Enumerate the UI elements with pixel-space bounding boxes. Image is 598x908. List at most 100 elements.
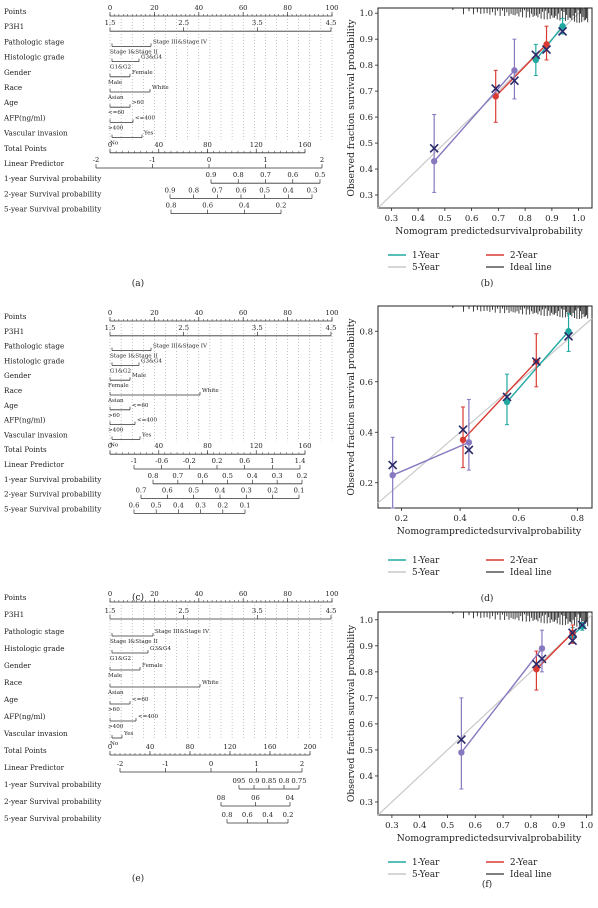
nomogram-tick-label: -1	[131, 457, 138, 465]
x-tick-label: 0.7	[492, 214, 506, 224]
nomogram-tick-label: 0.6	[202, 202, 213, 210]
nomogram-tick-label: 08	[217, 794, 226, 802]
cross-marker	[531, 50, 541, 60]
y-tick-label: 0.2	[359, 479, 373, 489]
nomogram-row: 1-year Survival probability 0.9 0.8 0.7 0.6 0…	[4, 171, 325, 184]
nomogram-tick-label: -0.6	[155, 457, 168, 465]
data-point	[430, 158, 438, 165]
cross-marker	[567, 628, 578, 638]
nomogram-level-label: Female	[142, 663, 163, 669]
nomogram-tick-label: 0.2	[297, 472, 308, 480]
nomogram-row-label: P3H1	[4, 610, 24, 619]
nomogram-row-label: Gender	[4, 68, 31, 77]
cross-marker	[491, 83, 501, 94]
nomogram-row-label: Total Points	[4, 746, 47, 755]
nomogram-tick-label: 0.8	[148, 472, 159, 480]
nomogram-tick-label: 40	[194, 4, 203, 12]
y-tick-label: 0.8	[359, 668, 373, 678]
calibration-panel-1: 0.2 0.4 0.6 0.8 0.2 0.4 0.6 0.8 Nomogrampredicte…	[346, 305, 593, 578]
series-5-Year	[430, 38, 518, 193]
nomogram-level-label: >400	[108, 724, 124, 730]
nomogram-tick-label: 100	[326, 4, 339, 12]
nomogram-tick-label: -1	[162, 760, 169, 768]
x-tick-label: 0.4	[413, 821, 427, 831]
nomogram-tick-label: 120	[250, 141, 263, 149]
nomogram-tick-label: 0.75	[291, 777, 306, 785]
nomogram-level-label: White	[202, 680, 219, 686]
series-line	[506, 330, 570, 403]
legend-label: Ideal line	[510, 870, 552, 880]
nomogram-tick-label: 120	[250, 442, 263, 450]
x-tick-label: 0.3	[385, 821, 399, 831]
y-tick-label: 0.4	[359, 772, 373, 782]
x-tick-label: 0.7	[496, 821, 510, 831]
nomogram-row: AFP(ng/ml) >400 <=400	[3, 113, 155, 131]
nomogram-tick-label: -2	[93, 156, 100, 164]
nomogram-tick-label: -1	[149, 156, 156, 164]
nomogram-tick-label: 0.4	[283, 186, 294, 194]
y-tick-label: 1.0	[359, 616, 373, 626]
nomogram-row-label: Vascular invasion	[3, 129, 68, 138]
x-tick-label: 1.0	[580, 821, 594, 831]
nomogram-row-label: 2-year Survival probability	[4, 797, 102, 806]
nomogram-level-label: G3&G4	[141, 55, 162, 61]
y-axis-title: Observed fraction survival probability	[346, 19, 357, 197]
y-tick-label: 0.9	[359, 642, 373, 652]
nomogram-tick-label: 4.5	[326, 607, 337, 615]
nomogram-row: P3H1 1.5 2.5 3.5 4.5	[4, 19, 337, 32]
nomogram-tick-label: 0.1	[240, 501, 251, 509]
x-tick-label: 0.8	[518, 214, 532, 224]
x-tick-label: 0.2	[395, 514, 409, 524]
nomogram-row: 5-year Survival probability 0.6 0.5 0.4 0.3 0…	[4, 501, 251, 514]
nomogram-tick-label: 60	[239, 309, 248, 317]
legend: 1-Year 2-Year 5-Year Ideal line	[388, 251, 552, 273]
cross-markers	[388, 331, 574, 470]
y-tick-label: 0.4	[359, 165, 373, 175]
nomogram-row-label: 1-year Survival probability	[4, 780, 102, 789]
nomogram-level-label: Asian	[107, 690, 124, 696]
nomogram-tick-label: 0	[108, 590, 112, 598]
nomogram-row-label: Total Points	[4, 144, 47, 153]
ideal-line	[377, 614, 593, 816]
y-tick-label: 0.4	[359, 428, 373, 438]
nomogram-tick-label: 0.8	[222, 811, 233, 819]
series-2-Year	[459, 333, 540, 469]
nomogram-row: Age <=60 >60	[3, 98, 144, 116]
nomogram-row-label: Linear Predictor	[4, 159, 65, 168]
plot-frame	[377, 611, 593, 816]
legend-label: 1-Year	[412, 251, 440, 261]
legend-label: 2-Year	[510, 556, 538, 566]
nomogram-level-label: Stage III&Stage IV	[155, 629, 210, 635]
nomogram-level-label: <=60	[108, 110, 125, 116]
nomogram-tick-label: 0.6	[236, 186, 247, 194]
nomogram-row-label: Age	[3, 98, 18, 107]
panel-label: (a)	[132, 278, 144, 289]
nomogram-row-label: P3H1	[4, 22, 24, 31]
nomogram-row: Race Asian White	[4, 83, 169, 101]
y-axis-title: Observed fraction survival probability	[346, 624, 357, 802]
calibration-panel-2: 0.3 0.4 0.5 0.6 0.7 0.8 0.9 1.0 0.3 0.4 0.5 0.6 0.7 0…	[346, 611, 594, 880]
calibration-panel-0: 0.3 0.4 0.5 0.6 0.7 0.8 0.9 1.0 0.3 0.4 0.5 0.6 0.7 0…	[346, 7, 593, 273]
nomogram-row-label: 1-year Survival probability	[4, 174, 102, 183]
cross-marker	[458, 425, 468, 435]
nomogram-row-label: Linear Predictor	[4, 763, 65, 772]
y-tick-label: 0.7	[359, 87, 373, 97]
nomogram-row: Race Asian White	[4, 386, 219, 404]
nomogram-tick-label: 0.7	[136, 487, 147, 495]
data-point	[492, 93, 499, 100]
nomogram-row-label: P3H1	[4, 327, 24, 336]
nomogram-tick-label: 0.4	[247, 472, 258, 480]
nomogram-tick-label: 4.5	[326, 19, 337, 27]
nomogram-tick-label: 0.5	[259, 186, 270, 194]
nomogram-tick-label: 0.9	[206, 171, 217, 179]
y-tick-label: 0.6	[359, 720, 373, 730]
nomogram-tick-label: 0.6	[239, 457, 250, 465]
nomogram-tick-label: 0	[108, 743, 112, 751]
x-tick-label: 0.5	[438, 214, 452, 224]
data-point	[532, 56, 540, 64]
nomogram-row-label: Points	[4, 7, 27, 16]
cross-marker	[509, 76, 519, 86]
